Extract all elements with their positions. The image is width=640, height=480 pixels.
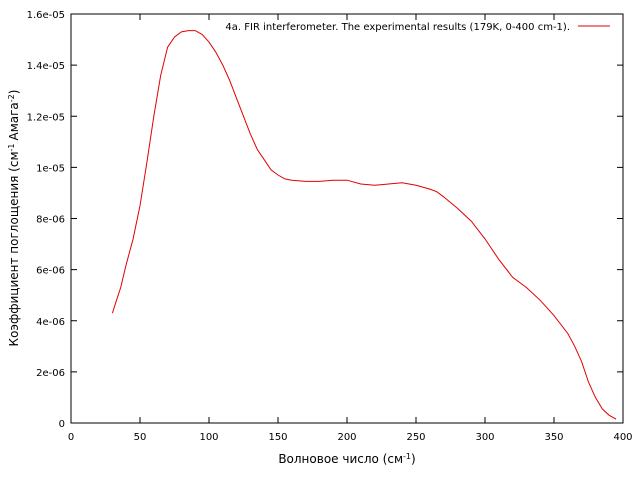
x-tick-label: 0 — [68, 432, 74, 443]
series-line — [111, 30, 617, 420]
x-tick-label: 400 — [613, 432, 632, 443]
x-tick-label: 50 — [134, 432, 147, 443]
x-axis-title-tail: ) — [411, 452, 416, 466]
y-tick-label: 2e-06 — [36, 368, 65, 379]
y-tick-label: 8e-06 — [36, 215, 65, 226]
x-axis-title: Волновое число (см-1) — [278, 452, 415, 467]
y-tick-label: 0 — [59, 419, 65, 430]
x-tick-label: 150 — [268, 432, 287, 443]
legend-label: 4a. FIR interferometer. The experimental… — [225, 22, 570, 33]
y-tick-label: 1e-05 — [36, 163, 65, 174]
y-axis-title-part3: ) — [7, 90, 21, 95]
x-axis-title-sup: -1 — [403, 452, 411, 461]
x-axis-title-main: Волновое число (см — [278, 452, 403, 466]
x-axis-ticks: 0 50 100 150 200 250 300 350 400 — [68, 14, 633, 443]
y-tick-label: 1.4e-05 — [27, 61, 65, 72]
x-tick-label: 350 — [544, 432, 563, 443]
x-tick-label: 250 — [406, 432, 425, 443]
legend: 4a. FIR interferometer. The experimental… — [225, 22, 610, 33]
y-axis-title: Коэффициент поглощения (см-1 Амага-2) — [7, 90, 22, 347]
x-tick-label: 200 — [337, 432, 356, 443]
y-tick-label: 1.6e-05 — [27, 10, 65, 21]
y-axis-ticks: 0 2e-06 4e-06 6e-06 8e-06 1e-05 1.2e-05 1.4e-05… — [27, 10, 623, 430]
y-tick-label: 4e-06 — [36, 317, 65, 328]
x-tick-label: 300 — [475, 432, 494, 443]
y-axis-title-sup2: -2 — [7, 94, 16, 102]
x-tick-label: 100 — [199, 432, 218, 443]
y-tick-label: 6e-06 — [36, 266, 65, 277]
y-axis-title-part2: Амага — [7, 102, 21, 140]
y-tick-label: 1.2e-05 — [27, 112, 65, 123]
y-axis-title-sup1: -1 — [7, 144, 16, 152]
y-axis-title-part1: Коэффициент поглощения (см — [7, 151, 21, 346]
